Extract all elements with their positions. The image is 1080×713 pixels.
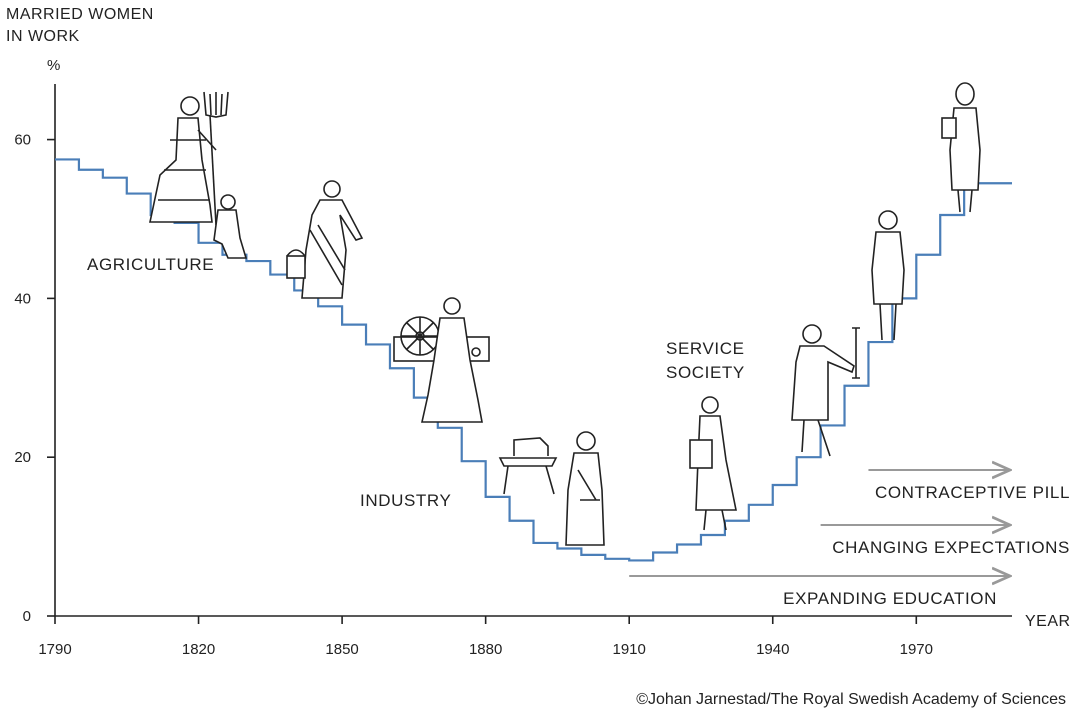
- y-axis-title-line-1: MARRIED WOMEN: [6, 6, 154, 23]
- x-tick-label: 1910: [613, 641, 646, 658]
- figure-sewing-machine: [498, 437, 558, 495]
- y-tick-label: 60: [14, 132, 31, 149]
- figure-farm-woman-with-pitchfork: [149, 91, 229, 226]
- y-tick-label: 40: [14, 290, 31, 307]
- factor-arrow-label: CHANGING EXPECTATIONS: [832, 538, 1070, 557]
- credit-line: ©Johan Jarnestad/The Royal Swedish Acade…: [636, 691, 1066, 708]
- era-label-agriculture: AGRICULTURE: [87, 255, 214, 274]
- figure-woman-in-suit: [871, 210, 905, 341]
- factor-arrow-label: EXPANDING EDUCATION: [783, 589, 997, 608]
- era-label-service-line-1: SERVICE: [666, 339, 745, 358]
- x-tick-label: 1940: [756, 641, 789, 658]
- y-axis-unit: %: [47, 57, 60, 74]
- figure-sitting-child: [213, 194, 248, 259]
- x-axis-title: YEAR: [1025, 613, 1071, 630]
- figure-woman-with-apron: [565, 431, 605, 546]
- figure-woman-with-bucket: [286, 180, 364, 299]
- factor-arrows: CONTRACEPTIVE PILL CHANGING EXPECTATIONS E…: [629, 470, 1070, 608]
- y-tick-label: 20: [14, 449, 31, 466]
- y-axis-title-line-2: IN WORK: [6, 28, 80, 45]
- figure-woman-at-board: [791, 324, 860, 457]
- x-tick-label: 1790: [38, 641, 71, 658]
- figure-service-woman-with-books: [689, 396, 737, 531]
- era-label-service-line-2: SOCIETY: [666, 363, 745, 382]
- x-tick-label: 1820: [182, 641, 215, 658]
- era-label-industry: INDUSTRY: [360, 491, 451, 510]
- x-tick-label: 1970: [900, 641, 933, 658]
- figure-modern-woman-with-bag: [941, 82, 981, 213]
- figure-woman-spinning-wheel: [393, 297, 490, 423]
- x-tick-label: 1880: [469, 641, 502, 658]
- factor-arrow-label: CONTRACEPTIVE PILL: [875, 483, 1070, 502]
- axis-ticks: 1790 1820 1850 1880 1910 1940 1970 0 20 40 60: [14, 132, 933, 658]
- y-tick-label: 0: [23, 608, 31, 625]
- x-tick-label: 1850: [325, 641, 358, 658]
